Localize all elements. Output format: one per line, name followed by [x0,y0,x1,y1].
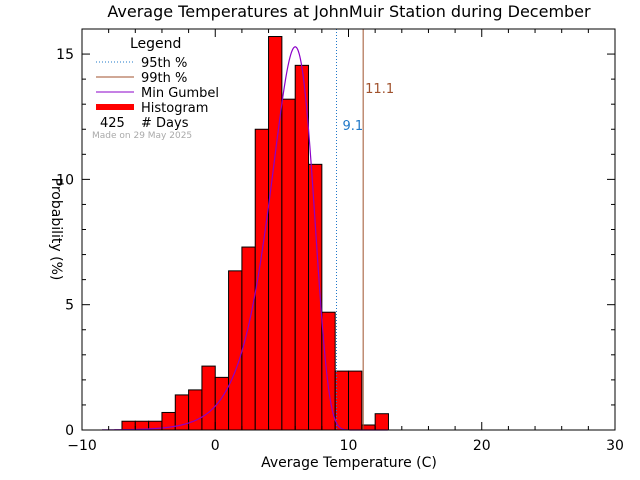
legend-days-label: # Days [141,116,189,131]
chart-title: Average Temperatures at JohnMuir Station… [107,2,591,21]
x-tick-label-0: −10 [67,438,97,454]
histogram-bar-18 [361,424,376,431]
percentile-label-1: 11.1 [365,82,394,97]
histogram-bar-17 [348,370,363,431]
made-on-note: Made on 29 May 2025 [92,131,192,141]
histogram-bar-0 [121,420,136,431]
x-tick-label-3: 20 [473,438,491,454]
y-tick-label-0: 0 [65,423,74,439]
histogram-bar-5 [188,389,203,431]
histogram-bar-9 [241,246,256,431]
histogram-bar-11 [268,36,283,431]
y-tick-label-2: 10 [56,172,74,188]
legend-label-3: Histogram [141,101,208,116]
y-axis-label: Probability (%) [48,178,64,281]
x-tick-label-1: 0 [211,438,220,454]
gumbel-curve [101,46,388,431]
histogram-bar-12 [281,98,296,431]
legend-days-count: 425 [100,116,125,131]
histogram-bar-13 [294,64,310,431]
legend-label-2: Min Gumbel [141,86,219,101]
histogram-bar-16 [334,370,349,431]
y-tick-label-1: 5 [65,298,74,314]
legend-label-0: 95th % [141,56,187,71]
histogram-bar-19 [374,413,389,431]
legend-title: Legend [130,36,181,52]
y-tick-label-3: 15 [56,47,74,63]
legend-label-1: 99th % [141,71,187,86]
histogram-bar-6 [201,365,216,431]
percentile-label-0: 9.1 [343,119,364,134]
x-tick-label-2: 10 [340,438,358,454]
x-tick-label-4: 30 [606,438,624,454]
x-axis-label: Average Temperature (C) [261,455,437,471]
histogram-bar-8 [228,270,243,431]
